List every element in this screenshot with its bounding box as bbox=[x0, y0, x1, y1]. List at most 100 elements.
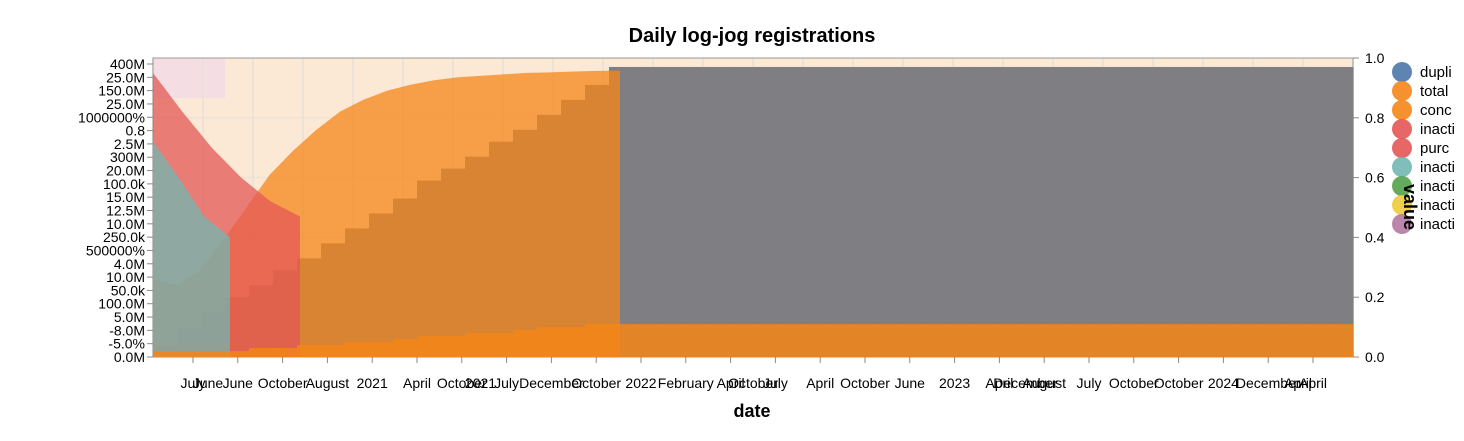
series-0-bar bbox=[825, 66, 850, 357]
series-2-bar bbox=[969, 324, 994, 357]
y-left-tick-label: 400M bbox=[110, 56, 145, 72]
series-2-bar bbox=[657, 324, 682, 357]
y-right-tick-label: 0.2 bbox=[1365, 289, 1385, 305]
y-axis-right-title: value bbox=[1400, 184, 1420, 230]
x-tick-label: December bbox=[1236, 375, 1301, 391]
series-0-bar bbox=[1113, 66, 1138, 357]
legend-label: conc bbox=[1420, 102, 1452, 119]
series-2-bar bbox=[1329, 324, 1354, 357]
x-tick-label-overlap: June bbox=[193, 375, 224, 391]
series-2-bar bbox=[633, 324, 658, 357]
series-2-bar bbox=[1113, 324, 1138, 357]
chart-marks bbox=[153, 66, 1354, 358]
series-2-bar bbox=[1281, 324, 1306, 357]
series-0-bar bbox=[801, 66, 826, 357]
series-2-bar bbox=[489, 333, 514, 357]
legend-label: inacti bbox=[1420, 159, 1455, 176]
x-tick-label: October bbox=[1109, 375, 1159, 391]
x-tick-label: 2022 bbox=[625, 375, 656, 391]
series-2-bar bbox=[1089, 324, 1114, 357]
x-tick-label-overlap: 2021 bbox=[465, 375, 496, 391]
legend-swatch bbox=[1392, 100, 1412, 120]
series-0-bar bbox=[1257, 66, 1282, 357]
series-2-bar bbox=[777, 324, 802, 357]
series-2-bar bbox=[825, 324, 850, 357]
y-left-tick-label: 20.0M bbox=[106, 163, 145, 179]
series-0-bar bbox=[1281, 66, 1306, 357]
y-axis-right: 1.0 0.8 0.6 0.4 0.2 0.0 bbox=[1353, 50, 1385, 365]
series-2-bar bbox=[1161, 324, 1186, 357]
legend-label: purc bbox=[1420, 140, 1450, 157]
series-0-bar bbox=[1137, 66, 1162, 357]
y-left-tick-label: -8.0M bbox=[109, 322, 145, 338]
y-left-tick-label: 12.5M bbox=[106, 203, 145, 219]
series-2-bar bbox=[249, 348, 274, 357]
legend-label: inacti bbox=[1420, 197, 1455, 214]
series-2-bar bbox=[1209, 324, 1234, 357]
x-tick-label: April bbox=[403, 375, 431, 391]
series-0-bar bbox=[1161, 66, 1186, 357]
legend-label: inacti bbox=[1420, 216, 1455, 233]
series-0-bar bbox=[633, 66, 658, 357]
y-left-tick-label: 0.8 bbox=[126, 123, 146, 139]
x-axis-title: date bbox=[733, 401, 770, 421]
y-right-tick-label: 0.0 bbox=[1365, 349, 1385, 365]
series-0-bar bbox=[753, 66, 778, 357]
series-0-bar bbox=[1233, 66, 1258, 357]
legend-swatch bbox=[1392, 176, 1412, 196]
x-tick-label: October bbox=[437, 375, 487, 391]
x-tick-label: October bbox=[571, 375, 621, 391]
series-0-bar bbox=[1065, 66, 1090, 357]
legend: dupli total conc inacti purc inacti inacti inac… bbox=[1392, 62, 1455, 234]
y-left-tick-label: -5.0% bbox=[108, 336, 145, 352]
x-tick-label: October bbox=[1154, 375, 1204, 391]
y-left-tick-label: 1000000% bbox=[78, 109, 145, 125]
series-0-bar bbox=[681, 66, 706, 357]
series-0-bar bbox=[1089, 66, 1114, 357]
series-2-bar bbox=[705, 324, 730, 357]
series-2-bar bbox=[1185, 324, 1210, 357]
y-left-tick-label: 50.0k bbox=[111, 282, 146, 298]
legend-swatch bbox=[1392, 119, 1412, 139]
y-left-tick-label: 10.0M bbox=[106, 216, 145, 232]
x-tick-label: April bbox=[985, 375, 1013, 391]
x-tick-label: February bbox=[658, 375, 714, 391]
legend-swatch bbox=[1392, 157, 1412, 177]
series-0-bar bbox=[969, 66, 994, 357]
y-left-tick-label: 25.0M bbox=[106, 96, 145, 112]
legend-swatch bbox=[1392, 138, 1412, 158]
y-right-tick-label: 0.6 bbox=[1365, 170, 1385, 186]
series-2-bar bbox=[609, 324, 634, 357]
series-2-bar bbox=[1233, 324, 1258, 357]
legend-swatch bbox=[1392, 214, 1412, 234]
series-0-bar bbox=[777, 66, 802, 357]
y-right-tick-label: 1.0 bbox=[1365, 50, 1385, 66]
series-2-bar bbox=[681, 324, 706, 357]
y-left-tick-label: 10.0M bbox=[106, 269, 145, 285]
x-tick-label: April bbox=[1299, 375, 1327, 391]
x-tick-label: October bbox=[258, 375, 308, 391]
x-tick-label: 2023 bbox=[939, 375, 970, 391]
x-tick-label: July bbox=[763, 375, 788, 391]
y-left-tick-label: 300M bbox=[110, 149, 145, 165]
y-left-tick-label: 15.0M bbox=[106, 189, 145, 205]
x-tick-label: October bbox=[840, 375, 890, 391]
series-2-bar bbox=[801, 324, 826, 357]
x-tick-label-overlap: October bbox=[728, 375, 778, 391]
series-2-bar bbox=[369, 342, 394, 357]
series-2-bar bbox=[201, 351, 226, 357]
series-0-bar bbox=[1209, 66, 1234, 357]
series-2-bar bbox=[1305, 324, 1330, 357]
series-2-bar bbox=[1017, 324, 1042, 357]
series-0-bar bbox=[657, 66, 682, 357]
series-0-bar bbox=[873, 66, 898, 357]
series-0-bar bbox=[1017, 66, 1042, 357]
series-2-bar bbox=[921, 324, 946, 357]
y-axis-left: 400M25.0M150.0M25.0M1000000%0.82.5M300M2… bbox=[78, 56, 153, 365]
y-left-tick-label: 100.0k bbox=[103, 176, 146, 192]
x-tick-label: August bbox=[1022, 375, 1066, 391]
series-2-bar bbox=[537, 327, 562, 357]
